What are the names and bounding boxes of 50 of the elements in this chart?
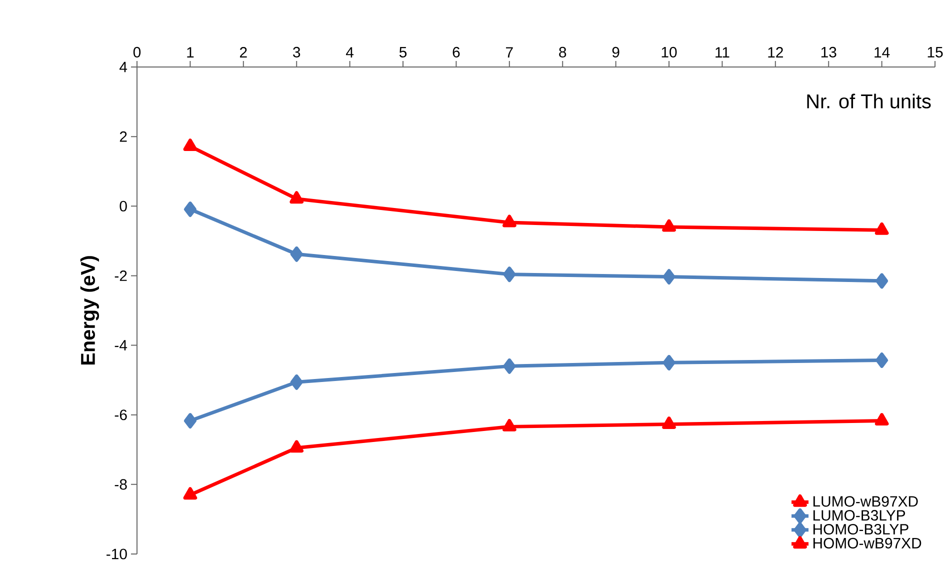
point xyxy=(183,138,198,152)
x-tick-label: 1 xyxy=(187,47,194,58)
legend-label: HOMO-wB97XD xyxy=(813,538,922,548)
y-tick-label: 4 xyxy=(120,62,128,72)
legend-label: HOMO-B3LYP xyxy=(813,524,908,535)
x-tick-label: 8 xyxy=(559,46,566,58)
point xyxy=(503,266,516,282)
x-tick-label: 12 xyxy=(768,47,783,58)
y-tick-label: -8 xyxy=(114,479,127,490)
x-tick-label: 2 xyxy=(240,47,247,58)
x-tick-label: 9 xyxy=(612,46,620,58)
y-axis-title: Energy (eV) xyxy=(80,256,100,365)
legend-label: LUMO-B3LYP xyxy=(813,510,906,521)
x-tick-label: 4 xyxy=(346,47,354,58)
point xyxy=(502,418,516,432)
point xyxy=(876,352,888,368)
x-tick-label: 0 xyxy=(133,46,141,58)
x-tick-label: 5 xyxy=(399,47,407,58)
point xyxy=(184,202,196,217)
point xyxy=(502,214,516,228)
point xyxy=(183,487,198,500)
y-tick-label: -4 xyxy=(114,340,128,350)
point xyxy=(874,222,889,235)
point xyxy=(503,358,516,374)
point xyxy=(184,413,196,428)
point xyxy=(662,416,676,429)
point xyxy=(290,374,303,390)
x-tick-label: 15 xyxy=(928,47,943,58)
x-tick-label: 14 xyxy=(874,47,890,58)
y-tick-label: -2 xyxy=(114,270,127,281)
x-tick-label: 11 xyxy=(716,47,730,58)
point xyxy=(876,273,888,289)
y-tick-label: -6 xyxy=(114,410,127,420)
point xyxy=(662,219,676,232)
y-tick-label: 2 xyxy=(120,131,127,142)
point xyxy=(662,354,676,370)
y-tick-label: -10 xyxy=(106,548,127,560)
point xyxy=(874,413,889,426)
x-tick-label: 13 xyxy=(821,46,836,58)
x-axis-title: Nr. of Th units xyxy=(807,94,931,108)
x-tick-label: 3 xyxy=(293,46,300,58)
point xyxy=(662,269,676,284)
point xyxy=(290,440,304,453)
y-tick-label: 0 xyxy=(120,200,127,212)
x-tick-label: 7 xyxy=(506,47,513,58)
point xyxy=(290,191,304,204)
x-tick-label: 6 xyxy=(452,46,460,58)
x-tick-label: 10 xyxy=(662,46,677,58)
point xyxy=(290,246,303,262)
legend-label: LUMO-wB97XD xyxy=(813,496,918,507)
